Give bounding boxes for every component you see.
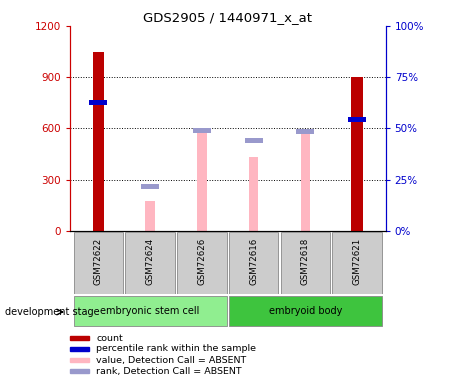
Text: GSM72621: GSM72621: [353, 238, 362, 285]
Text: GSM72622: GSM72622: [94, 238, 103, 285]
Bar: [296, 129, 314, 134]
Text: GSM72624: GSM72624: [146, 238, 155, 285]
Bar: [351, 77, 363, 231]
FancyBboxPatch shape: [229, 232, 278, 294]
Text: rank, Detection Call = ABSENT: rank, Detection Call = ABSENT: [97, 367, 242, 375]
FancyBboxPatch shape: [74, 232, 123, 294]
Bar: [301, 130, 310, 231]
Bar: [197, 130, 207, 231]
Bar: [70, 358, 89, 362]
Text: value, Detection Call = ABSENT: value, Detection Call = ABSENT: [97, 356, 247, 364]
FancyBboxPatch shape: [229, 296, 382, 326]
Bar: [70, 336, 89, 340]
Bar: [146, 201, 155, 231]
Bar: [244, 138, 263, 143]
FancyBboxPatch shape: [332, 232, 382, 294]
Text: GSM72616: GSM72616: [249, 238, 258, 285]
Bar: [193, 128, 211, 133]
Bar: [92, 52, 104, 231]
Text: development stage: development stage: [5, 307, 99, 317]
FancyBboxPatch shape: [281, 232, 330, 294]
FancyBboxPatch shape: [74, 296, 227, 326]
Text: count: count: [97, 334, 123, 343]
Text: embryoid body: embryoid body: [269, 306, 342, 316]
Text: GSM72626: GSM72626: [198, 238, 207, 285]
Text: embryonic stem cell: embryonic stem cell: [101, 306, 200, 316]
Bar: [348, 117, 366, 123]
Bar: [70, 347, 89, 351]
Bar: [70, 369, 89, 374]
Title: GDS2905 / 1440971_x_at: GDS2905 / 1440971_x_at: [143, 11, 312, 24]
Bar: [249, 158, 258, 231]
Bar: [89, 100, 107, 105]
FancyBboxPatch shape: [177, 232, 227, 294]
Text: percentile rank within the sample: percentile rank within the sample: [97, 344, 257, 353]
FancyBboxPatch shape: [125, 232, 175, 294]
Text: GSM72618: GSM72618: [301, 238, 310, 285]
Bar: [141, 184, 159, 189]
